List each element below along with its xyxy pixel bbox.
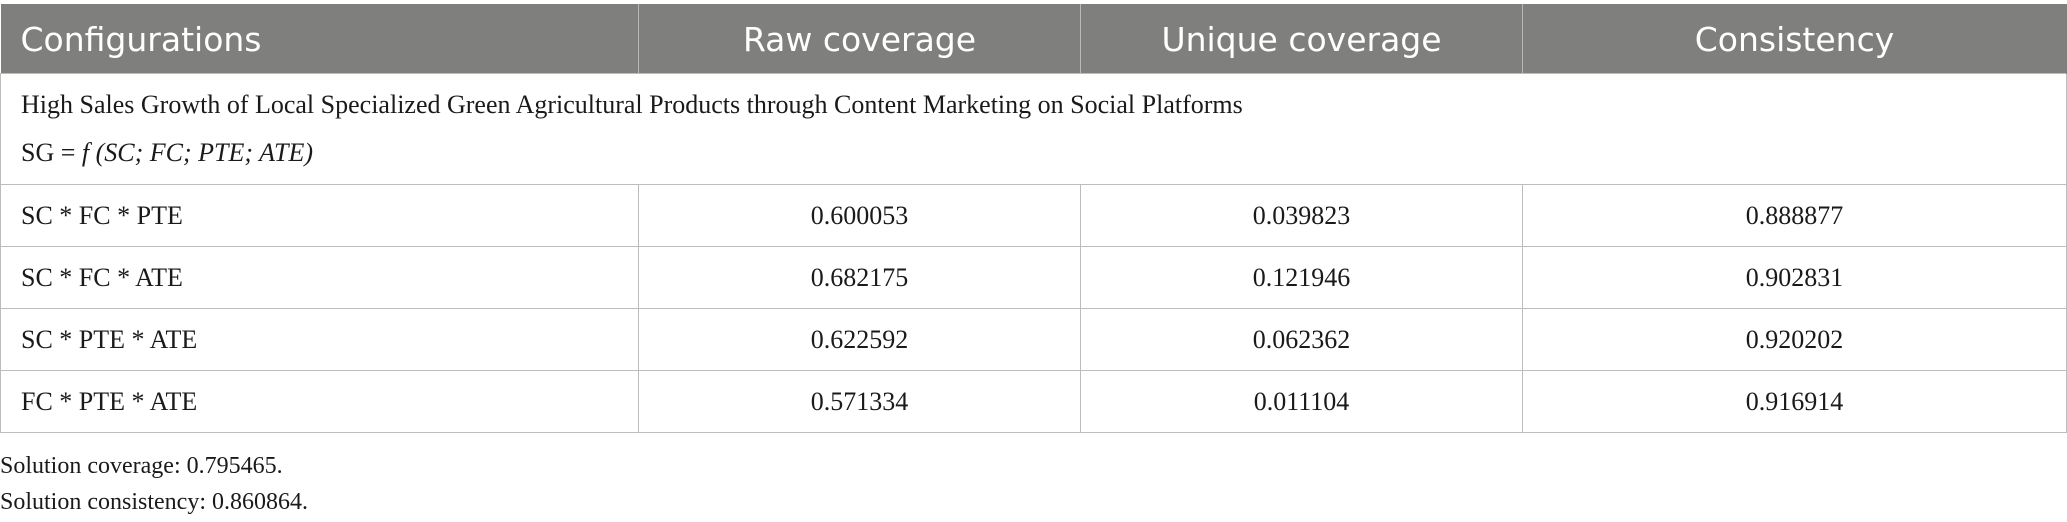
unique-coverage-cell: 0.039823	[1080, 184, 1523, 247]
table-footnotes: Solution coverage: 0.795465. Solution co…	[0, 448, 308, 520]
header-unique-coverage: Unique coverage	[1080, 4, 1523, 74]
raw-coverage-cell: 0.622592	[638, 308, 1081, 371]
configuration-cell: FC * PTE * ATE	[0, 370, 639, 433]
table-row: SC * PTE * ATE 0.622592 0.062362 0.92020…	[0, 308, 2067, 371]
table-header: Configurations Raw coverage Unique cover…	[0, 4, 2067, 74]
raw-coverage-cell: 0.682175	[638, 246, 1081, 309]
table-body: High Sales Growth of Local Specialized G…	[0, 73, 2067, 433]
consistency-cell: 0.916914	[1522, 370, 2067, 433]
configuration-cell: SC * FC * PTE	[0, 184, 639, 247]
section-title: High Sales Growth of Local Specialized G…	[21, 90, 1243, 119]
header-configurations: Configurations	[0, 4, 639, 74]
solution-coverage-note: Solution coverage: 0.795465.	[0, 453, 283, 479]
raw-coverage-cell: 0.571334	[638, 370, 1081, 433]
header-row: Configurations Raw coverage Unique cover…	[0, 4, 2067, 74]
consistency-cell: 0.920202	[1522, 308, 2067, 371]
formula-prefix: SG =	[21, 138, 82, 167]
qca-results-table: Configurations Raw coverage Unique cover…	[0, 4, 2067, 433]
formula-function: f (SC; FC; PTE; ATE)	[81, 138, 313, 167]
consistency-cell: 0.902831	[1522, 246, 2067, 309]
header-raw-coverage: Raw coverage	[638, 4, 1081, 74]
table-row: FC * PTE * ATE 0.571334 0.011104 0.91691…	[0, 370, 2067, 433]
configuration-cell: SC * FC * ATE	[0, 246, 639, 309]
table-row: SC * FC * PTE 0.600053 0.039823 0.888877	[0, 184, 2067, 247]
section-cell: High Sales Growth of Local Specialized G…	[0, 73, 2067, 185]
raw-coverage-cell: 0.600053	[638, 184, 1081, 247]
section-row: High Sales Growth of Local Specialized G…	[0, 73, 2067, 185]
table-row: SC * FC * ATE 0.682175 0.121946 0.902831	[0, 246, 2067, 309]
section-formula: SG = f (SC; FC; PTE; ATE)	[21, 138, 2066, 168]
unique-coverage-cell: 0.121946	[1080, 246, 1523, 309]
consistency-cell: 0.888877	[1522, 184, 2067, 247]
header-consistency: Consistency	[1522, 4, 2067, 74]
unique-coverage-cell: 0.011104	[1080, 370, 1523, 433]
unique-coverage-cell: 0.062362	[1080, 308, 1523, 371]
solution-consistency-note: Solution consistency: 0.860864.	[0, 489, 308, 515]
configuration-cell: SC * PTE * ATE	[0, 308, 639, 371]
